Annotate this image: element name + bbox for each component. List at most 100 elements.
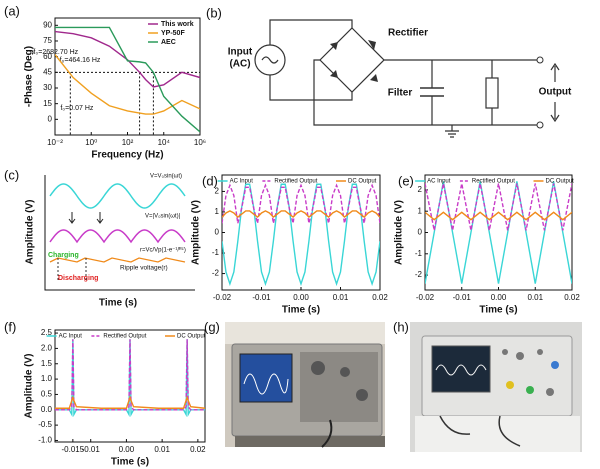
y-tick-label: 2.5: [41, 328, 53, 337]
knob: [506, 381, 514, 389]
x-tick-label: 0.01: [527, 293, 543, 302]
y-axis-label: -Phase (Deg): [24, 46, 35, 107]
legend-label: DC Output: [177, 334, 206, 340]
x-axis-label: Time (s): [479, 305, 517, 316]
x-tick-label: 0.00: [119, 445, 135, 454]
y-tick-label: 2: [418, 185, 423, 194]
x-tick-label: -0.015: [62, 445, 85, 454]
x-tick-label: 0.02: [190, 445, 206, 454]
x-tick-label: 0.00: [293, 293, 309, 302]
wire: [269, 19, 353, 101]
x-tick-label: 0.00: [491, 293, 507, 302]
ground: [445, 125, 459, 138]
equation: r=Vc/Vp(1-e⁻¹/ᴿᶜ): [140, 247, 186, 254]
y-tick-label: 1.5: [41, 359, 53, 368]
series-line: [55, 30, 200, 88]
y-tick-label: 15: [43, 99, 52, 108]
capacitor: [420, 87, 444, 97]
panel-label: (h): [393, 319, 409, 334]
y-axis-label: Amplitude (V): [24, 354, 35, 419]
series-line: [55, 395, 205, 409]
y-tick-label: -0.5: [38, 420, 52, 429]
y-tick-label: 90: [43, 20, 52, 29]
circuit-label: Input: [228, 47, 253, 58]
equation: V=V₀sin(ωt): [150, 174, 182, 180]
wire: [313, 59, 537, 126]
terminal: [536, 121, 544, 129]
knob: [502, 349, 508, 355]
plot-frame: [221, 174, 381, 291]
table: [235, 436, 385, 447]
y-tick-label: 0: [215, 228, 220, 237]
series-line: [222, 183, 380, 224]
schematic: Amplitude (V) Time (s) V=V₀sin(ωt) V=|V₀…: [25, 174, 195, 309]
y-tick-label: 45: [43, 67, 52, 76]
x-tick-label: 0.01: [154, 445, 170, 454]
equation: V=|V₀sin(ωt)|: [145, 214, 181, 220]
discharging-label: Discharging: [58, 275, 98, 282]
x-axis-label: Frequency (Hz): [91, 150, 163, 161]
y-tick-label: 1: [215, 207, 220, 216]
cable: [321, 419, 333, 448]
series-line: [425, 211, 572, 221]
legend-label: YP-50F: [161, 30, 185, 37]
x-tick-label: 10⁴: [158, 138, 171, 147]
series-line: [55, 26, 200, 133]
x-tick-label: -0.02: [416, 293, 435, 302]
x-tick-label: -0.02: [213, 293, 232, 302]
panel-label: (d): [202, 173, 218, 188]
ac-symbol: [261, 56, 279, 64]
x-tick-label: 10⁻²: [47, 138, 63, 147]
waveform: [435, 364, 487, 376]
x-tick-label: 10⁶: [194, 138, 206, 147]
knob: [551, 361, 559, 369]
y-tick-label: -2: [415, 270, 423, 279]
series-line: [55, 54, 200, 115]
y-tick-label: 0.5: [41, 390, 53, 399]
terminal: [536, 56, 544, 64]
y-axis-label: Amplitude (V): [394, 200, 405, 265]
series-line: [425, 183, 572, 231]
series-line: [55, 339, 205, 411]
panel-label: (b): [206, 5, 222, 20]
legend-label: Rectified Output: [103, 334, 146, 340]
waveform: [243, 373, 289, 395]
x-tick-label: 10²: [122, 138, 134, 147]
circuit-label: Output: [539, 87, 572, 98]
x-tick-label: 10⁰: [85, 138, 97, 147]
y-tick-label: 1.0: [41, 374, 53, 383]
screen: [239, 353, 293, 403]
series-line: [222, 210, 380, 219]
circuit-label: Filter: [388, 88, 413, 99]
ripple-wave: [49, 257, 186, 263]
panel-label: (f): [4, 319, 16, 334]
knob: [311, 361, 325, 375]
knob: [516, 352, 524, 360]
y-tick-label: 30: [43, 83, 52, 92]
y-tick-label: 2.0: [41, 344, 53, 353]
x-tick-label: -0.01: [82, 445, 101, 454]
x-tick-label: -0.01: [252, 293, 271, 302]
control-panel: [300, 352, 378, 422]
knob: [356, 389, 368, 401]
knob: [526, 386, 534, 394]
photo-g: [225, 322, 385, 448]
photo-h: [410, 322, 582, 452]
knob: [546, 388, 554, 396]
x-axis-label: Time (s): [282, 305, 320, 316]
resistor: [485, 77, 499, 109]
y-tick-label: -2: [212, 269, 220, 278]
x-tick-label: 0.02: [564, 293, 580, 302]
circuit-label: Rectifier: [388, 28, 428, 39]
legend-label: Rectified Output: [274, 179, 317, 185]
y-tick-label: 2: [215, 187, 220, 196]
legend-label: AC Input: [230, 179, 254, 185]
series-line: [222, 183, 380, 287]
legend-label: DC Output: [348, 179, 377, 185]
rectified-wave: [49, 229, 186, 244]
plot-frame: [54, 329, 206, 443]
guide: [57, 258, 87, 282]
bridge: [319, 27, 385, 93]
y-tick-label: 60: [43, 52, 52, 61]
